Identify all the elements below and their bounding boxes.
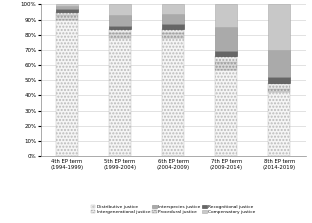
Bar xyxy=(215,27,237,52)
Bar xyxy=(215,56,237,62)
Bar xyxy=(56,12,78,15)
Bar xyxy=(56,9,78,12)
Bar xyxy=(109,26,131,29)
Bar xyxy=(268,92,290,156)
Bar xyxy=(56,15,78,20)
Bar xyxy=(162,29,184,33)
Bar xyxy=(162,14,184,24)
Bar xyxy=(215,4,237,27)
Bar xyxy=(268,4,290,50)
Bar xyxy=(162,38,184,156)
Bar xyxy=(215,52,237,56)
Bar xyxy=(162,4,184,14)
Bar xyxy=(109,29,131,33)
Bar xyxy=(268,83,290,89)
Bar xyxy=(56,4,78,6)
Bar xyxy=(268,89,290,92)
Bar xyxy=(109,38,131,156)
Bar xyxy=(215,70,237,156)
Bar xyxy=(215,62,237,70)
Bar xyxy=(268,77,290,83)
Bar xyxy=(162,33,184,38)
Bar xyxy=(56,6,78,9)
Bar xyxy=(268,50,290,77)
Bar xyxy=(109,33,131,38)
Bar xyxy=(109,15,131,26)
Legend: Distributive justice, Intergenerational justice, Interspecies justice, Procedura: Distributive justice, Intergenerational … xyxy=(90,204,256,215)
Bar xyxy=(56,20,78,156)
Bar xyxy=(162,24,184,29)
Bar xyxy=(109,4,131,15)
